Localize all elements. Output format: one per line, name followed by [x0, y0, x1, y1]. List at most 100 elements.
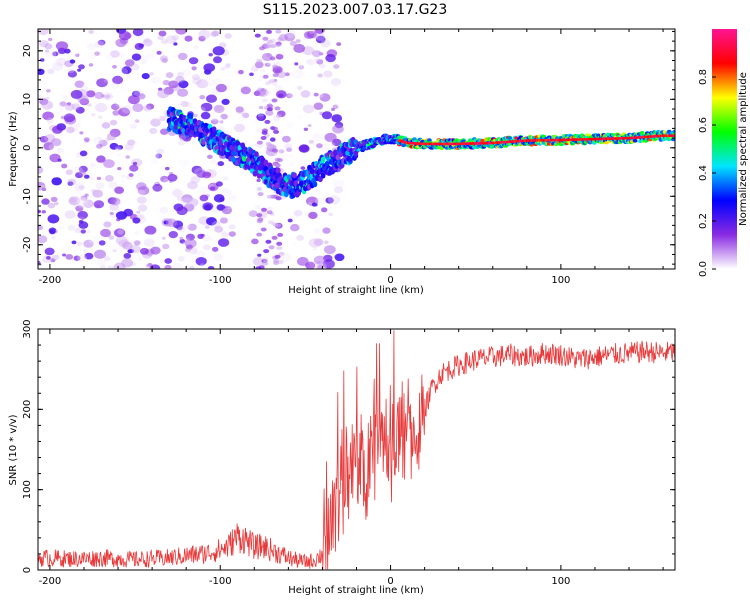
heatmap-cell — [98, 240, 106, 246]
x-tick-label: 100 — [551, 275, 570, 286]
heatmap-cell — [220, 231, 229, 238]
heatmap-cell — [39, 184, 48, 191]
heatmap-cell — [39, 58, 45, 62]
heatmap-cell — [96, 176, 102, 181]
heatmap-cell — [320, 172, 326, 179]
heatmap-cell — [275, 196, 282, 201]
heatmap-cell — [136, 182, 147, 191]
heatmap-cell — [156, 148, 165, 155]
heatmap-cell — [211, 118, 219, 125]
heatmap-cell — [67, 178, 77, 186]
heatmap-cell — [212, 46, 225, 56]
heatmap-cell — [315, 33, 326, 41]
heatmap-cell — [157, 108, 168, 116]
heatmap-cell — [200, 111, 211, 120]
colorbar-gradient — [712, 29, 737, 269]
heatmap-cell — [252, 257, 264, 266]
heatmap-cell — [274, 163, 281, 168]
heatmap-cell — [322, 259, 335, 269]
heatmap-cell — [220, 66, 226, 71]
heatmap-cell — [314, 29, 325, 34]
heatmap-cell — [275, 41, 282, 46]
heatmap-cell — [113, 262, 126, 269]
heatmap-cell — [184, 238, 197, 248]
heatmap-cell — [91, 72, 97, 77]
heatmap-cell — [164, 264, 172, 269]
heatmap-cell — [257, 253, 262, 257]
heatmap-cell — [159, 114, 168, 121]
heatmap-cell — [137, 93, 146, 100]
heatmap-cell — [272, 162, 279, 167]
heatmap-cell — [101, 51, 113, 60]
heatmap-cell — [61, 95, 70, 101]
heatmap-cell — [265, 239, 272, 244]
heatmap-cell — [222, 176, 229, 182]
heatmap-cell — [184, 74, 195, 83]
heatmap-cell — [177, 159, 182, 163]
heatmap-cell — [312, 133, 323, 142]
heatmap-cell — [186, 198, 199, 207]
heatmap-cell — [128, 173, 134, 177]
heatmap-cell — [292, 130, 298, 135]
heatmap-cell — [189, 265, 195, 269]
heatmap-cell — [273, 260, 280, 265]
heatmap-cell — [313, 228, 321, 234]
y-tick-label: 100 — [22, 480, 33, 499]
heatmap-cell — [168, 80, 179, 89]
heatmap-cell — [103, 92, 114, 101]
heatmap-cell — [249, 72, 254, 77]
heatmap-cell — [80, 195, 88, 201]
heatmap-cell — [144, 225, 157, 235]
heatmap-cell — [275, 167, 281, 174]
heatmap-cell — [221, 207, 234, 217]
heatmap-cell — [196, 79, 209, 89]
heatmap-cell — [313, 102, 324, 110]
heatmap-cell — [162, 243, 170, 250]
heatmap-cell — [207, 265, 215, 269]
heatmap-cell — [316, 143, 323, 149]
heatmap-cell — [149, 127, 158, 135]
heatmap-cell — [177, 88, 189, 97]
heatmap-cell — [275, 43, 282, 48]
heatmap-cell — [58, 104, 64, 108]
heatmap-cell — [133, 240, 141, 246]
heatmap-cell — [41, 100, 54, 110]
heatmap-cell — [303, 31, 315, 39]
heatmap-cell — [148, 77, 158, 84]
heatmap-cell — [291, 242, 296, 247]
heatmap-cell — [180, 197, 193, 207]
heatmap-cell — [160, 55, 168, 62]
heatmap-cell — [265, 142, 272, 146]
heatmap-cell — [257, 192, 264, 197]
heatmap-cell — [256, 187, 262, 191]
heatmap-cell — [172, 189, 183, 198]
heatmap-cell — [261, 207, 267, 212]
heatmap-cell — [76, 123, 81, 127]
heatmap-cell — [265, 145, 272, 151]
heatmap-cell — [308, 211, 318, 219]
heatmap-cell — [125, 155, 131, 159]
heatmap-cell — [148, 66, 161, 76]
heatmap-cell — [134, 119, 140, 123]
heatmap-cell — [132, 29, 144, 37]
heatmap-cell — [62, 253, 67, 257]
heatmap-cell — [275, 223, 282, 228]
heatmap-cell — [80, 141, 89, 148]
heatmap-cell — [97, 259, 106, 267]
heatmap-cell — [256, 172, 262, 179]
heatmap-cell — [197, 186, 210, 196]
heatmap-cell — [331, 78, 341, 86]
heatmap-cell — [262, 261, 269, 266]
heatmap-cell — [294, 62, 299, 66]
heatmap-cell — [127, 139, 136, 146]
heatmap-cell — [185, 101, 193, 108]
heatmap-cell — [103, 256, 111, 262]
heatmap-cell — [118, 31, 131, 41]
heatmap-cell — [66, 102, 72, 106]
heatmap-cell — [79, 131, 84, 135]
heatmap-cell — [97, 136, 103, 141]
heatmap-cell — [124, 143, 134, 151]
heatmap-cell — [165, 72, 174, 79]
heatmap-cell — [214, 226, 224, 233]
heatmap-cell — [181, 158, 193, 167]
